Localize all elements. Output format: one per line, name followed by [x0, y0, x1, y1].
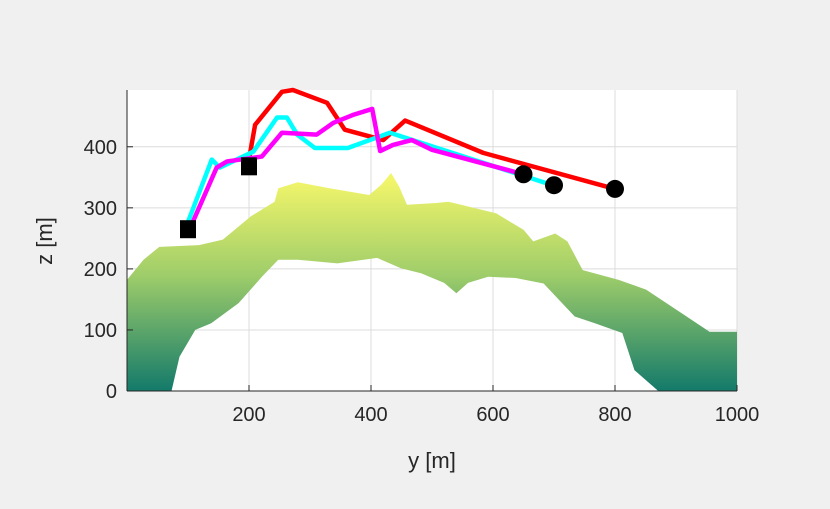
path-line-magenta: [185, 106, 525, 234]
y-tick-label: 100: [84, 320, 117, 342]
x-tick-label: 800: [598, 404, 631, 426]
end-marker-circle: [545, 176, 563, 195]
y-tick-label: 300: [84, 198, 117, 220]
start-marker-square: [180, 220, 196, 239]
start-marker-square: [241, 157, 257, 176]
end-marker-circle: [514, 165, 533, 184]
end-marker-circle: [606, 179, 624, 198]
x-tick-label: 600: [476, 404, 509, 426]
x-tick-label: 200: [232, 404, 265, 426]
y-tick-label: 400: [84, 137, 117, 159]
markers: [180, 157, 624, 239]
flight-paths: [185, 87, 616, 234]
x-axis-label: y [m]: [408, 448, 456, 473]
y-tick-label: 200: [84, 259, 117, 281]
path-line-red: [245, 87, 616, 192]
terrain-surface: [127, 173, 737, 391]
x-tick-label: 1000: [715, 404, 760, 426]
y-axis-label: z [m]: [32, 217, 57, 265]
ticks: 200 400 600 800 1000 0 100 200 300 400: [84, 137, 760, 426]
x-tick-label: 400: [354, 404, 387, 426]
y-tick-label: 0: [106, 381, 117, 403]
